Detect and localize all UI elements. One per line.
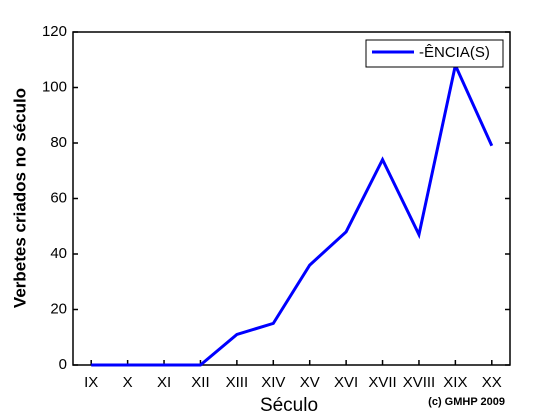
annotation: (c) GMHP 2009: [428, 396, 505, 408]
x-tick-label: XVI: [334, 374, 358, 391]
y-tick-label: 0: [59, 356, 67, 373]
y-tick-label: 120: [42, 23, 67, 40]
x-tick-label: XX: [482, 374, 502, 391]
y-axis-label: Verbetes criados no século: [10, 88, 29, 308]
x-tick-label: XII: [191, 374, 209, 391]
y-tick-label: 80: [50, 134, 67, 151]
x-tick-label: XI: [157, 374, 171, 391]
x-tick-label: XIII: [226, 374, 249, 391]
y-tick-label: 20: [50, 300, 67, 317]
legend-label: -ÊNCIA(S): [419, 44, 490, 61]
x-axis-label: Século: [260, 395, 318, 416]
x-tick-label: XVII: [368, 374, 396, 391]
x-tick-label: XVIII: [403, 374, 436, 391]
x-tick-label: XIX: [443, 374, 467, 391]
x-tick-label: IX: [84, 374, 98, 391]
x-tick-label: X: [123, 374, 133, 391]
y-tick-label: 40: [50, 245, 67, 262]
data-line: [91, 60, 494, 367]
x-tick-label: XV: [300, 374, 320, 391]
plot-frame: [72, 31, 511, 366]
y-tick-label: 100: [42, 78, 67, 95]
x-tick-label: XIV: [261, 374, 285, 391]
y-tick-label: 60: [50, 189, 67, 206]
